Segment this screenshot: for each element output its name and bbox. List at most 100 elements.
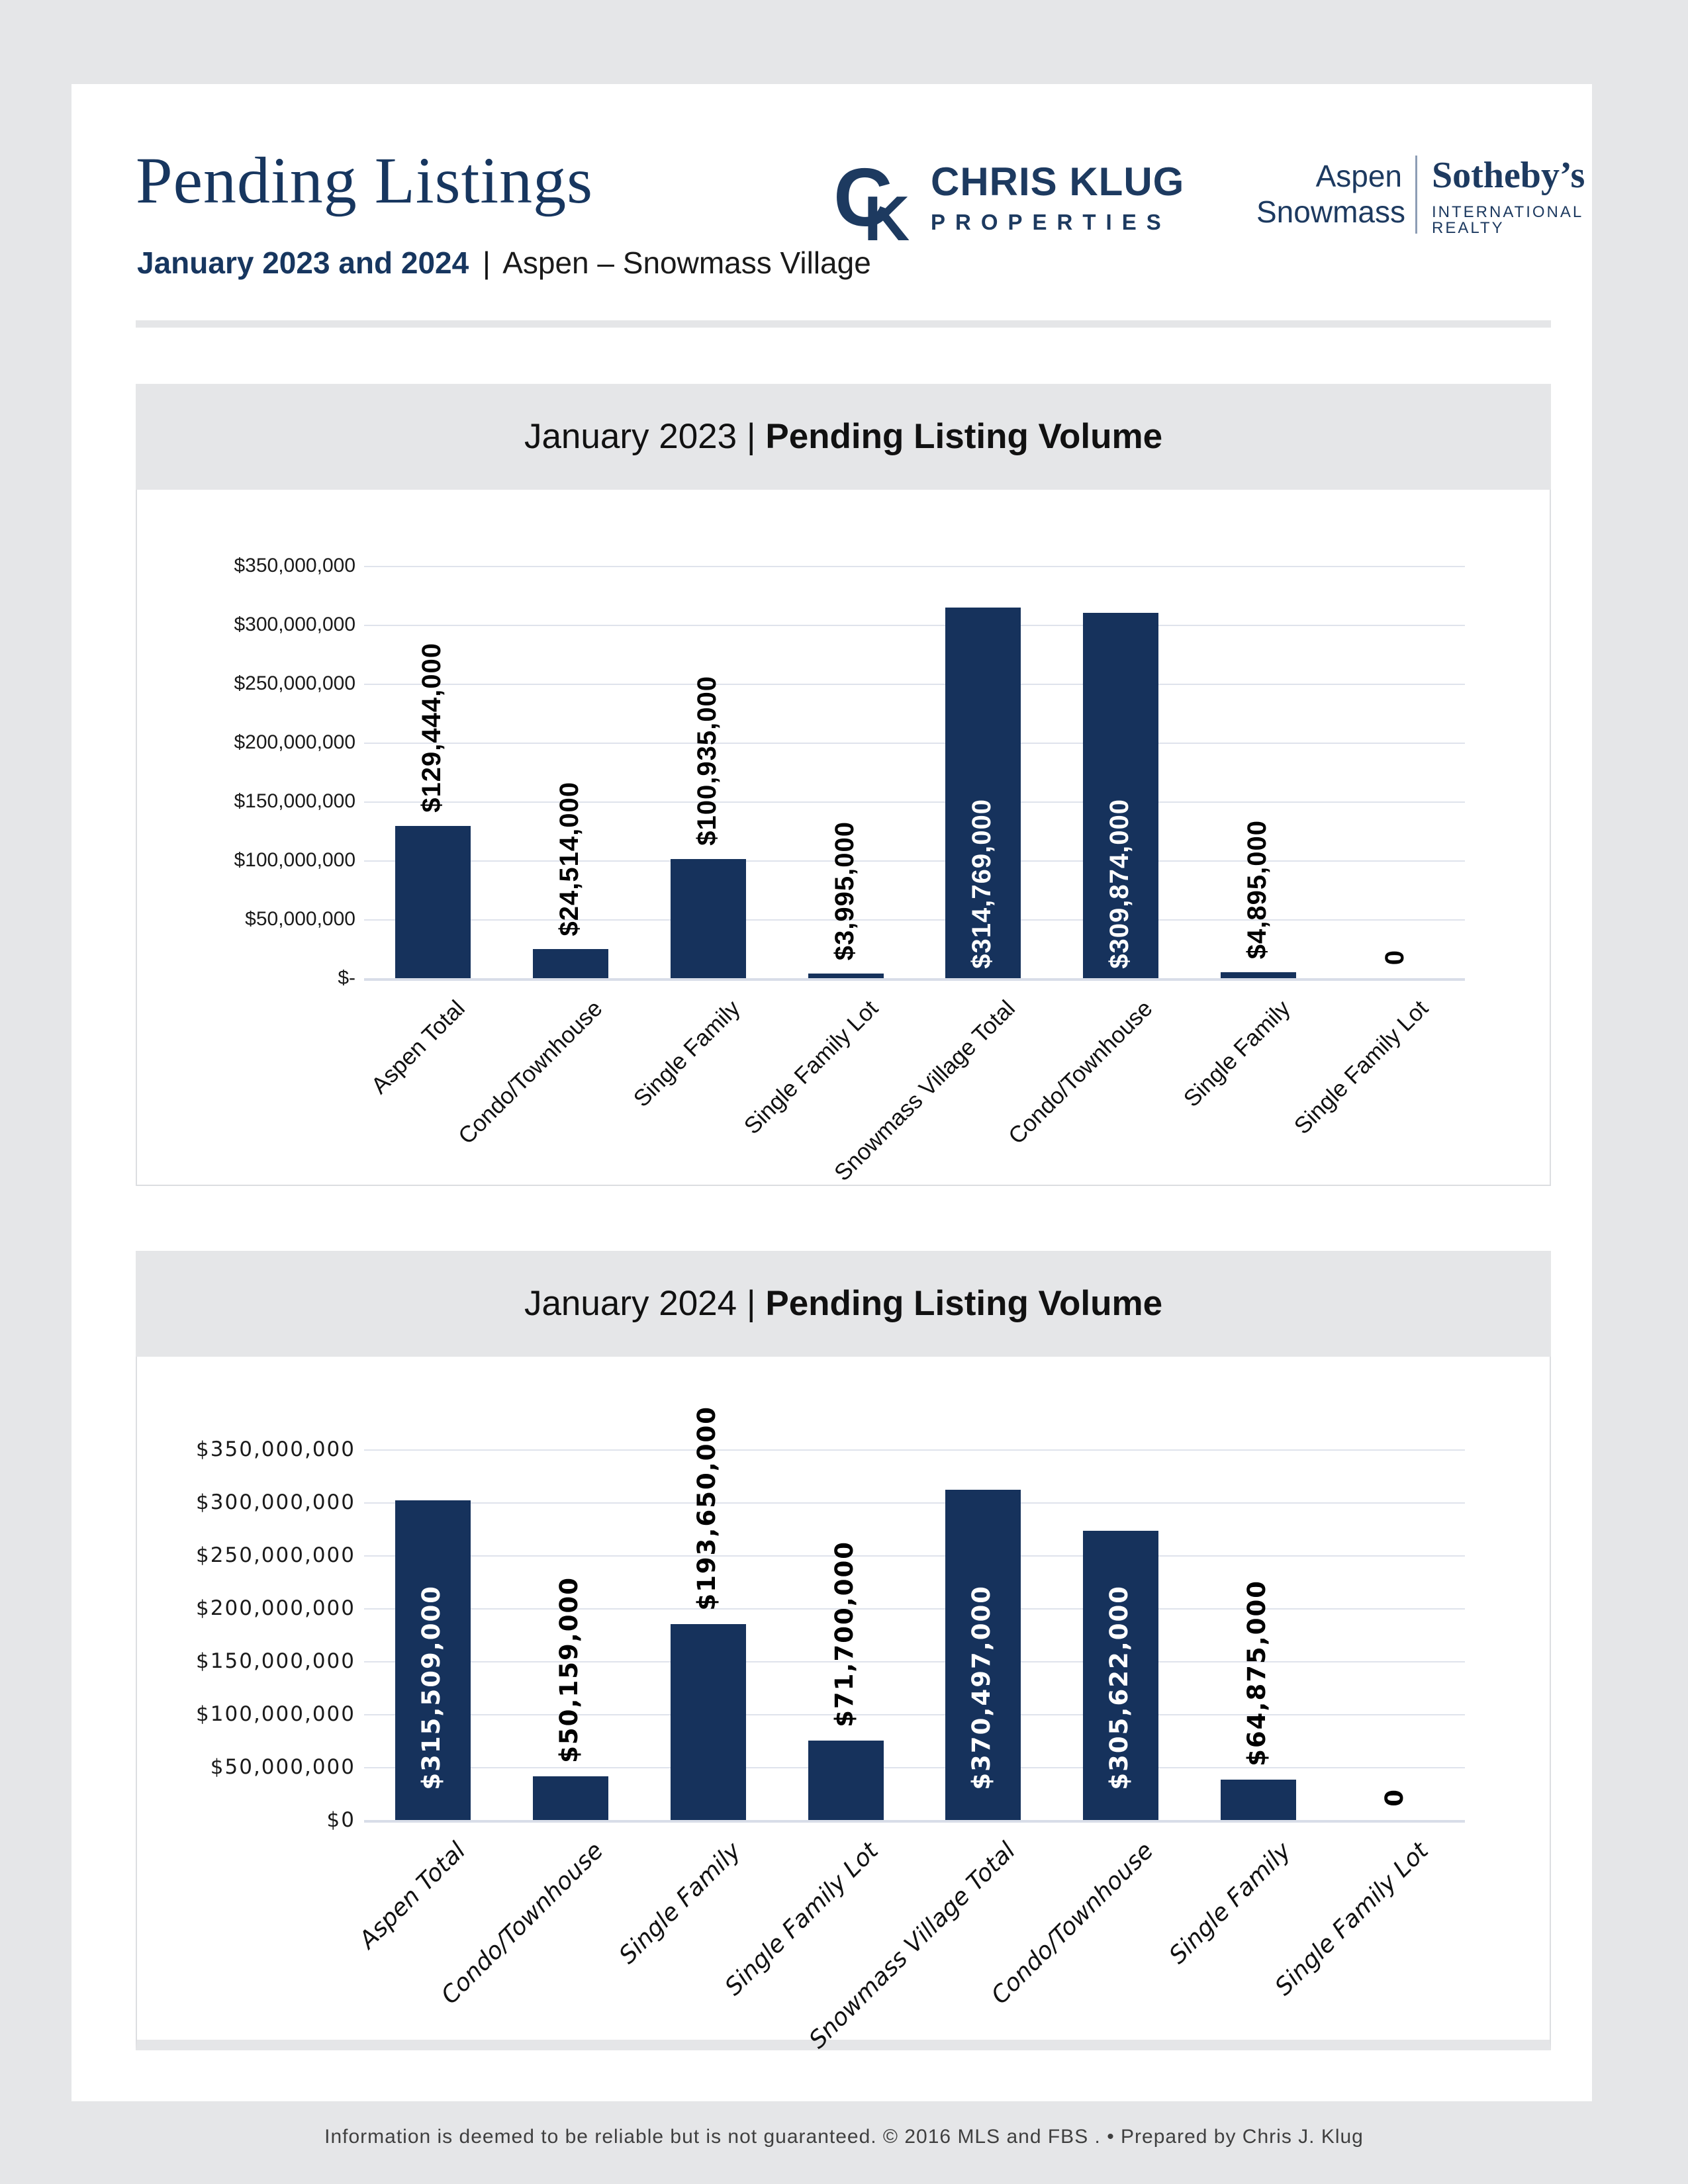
y-axis-tick-label: $50,000,000 (210, 1755, 355, 1779)
bar (671, 1624, 746, 1820)
gridline (364, 978, 1465, 981)
gridline (364, 1555, 1465, 1557)
logo-divider (1415, 156, 1417, 234)
gridline (364, 1502, 1465, 1504)
x-axis-category-text: Single Family (614, 1837, 746, 1970)
y-axis-tick-label: $200,000,000 (234, 731, 355, 753)
subtitle-separator: | (483, 246, 491, 280)
bar-value-label: $3,995,000 (830, 821, 859, 960)
y-axis-tick-label: $50,000,000 (245, 908, 355, 930)
report-subtitle: January 2023 and 2024 | Aspen – Snowmass… (137, 245, 871, 281)
bar-chart-jan-2023: $- $50,000,000 $100,000,000 $150,000,000 $20… (136, 490, 1551, 1186)
bar-value-label: $24,514,000 (555, 781, 584, 936)
resort-line1: Aspen (1315, 159, 1402, 193)
y-axis-tick-label: $100,000,000 (234, 849, 355, 871)
gridline (364, 743, 1465, 744)
resort-line2: Snowmass (1256, 195, 1405, 230)
svg-text:C: C (836, 157, 893, 243)
bar (808, 1741, 884, 1820)
bar (1083, 1531, 1158, 1820)
bar (395, 1500, 471, 1820)
subtitle-region: Aspen – Snowmass Village (502, 246, 871, 280)
x-axis-category-text: Aspen Total (366, 995, 470, 1099)
realty-subtitle: INTERNATIONAL REALTY (1432, 203, 1583, 237)
gridline (364, 684, 1465, 685)
bar-value-label: $71,700,000 (830, 1541, 859, 1727)
x-axis-category-text: Single Family Lot (720, 1837, 884, 2001)
chart-section-jan-2023: January 2023 | Pending Listing Volume $-… (136, 384, 1551, 1186)
chart-section-jan-2024: January 2024 | Pending Listing Volume $0… (136, 1251, 1551, 2054)
report-card: Pending Listings C K CHRIS KLUG PROPERTI… (71, 84, 1592, 2101)
sothebys-wordmark: Sotheby’s INTERNATIONAL REALTY (1432, 157, 1585, 236)
chart-title-jan-2023: January 2023 | Pending Listing Volume (136, 384, 1551, 490)
chart-title-jan-2024: January 2024 | Pending Listing Volume (136, 1251, 1551, 1357)
gridline (364, 1608, 1465, 1610)
bar-value-label: 0 (1380, 949, 1409, 965)
branding-row: C K CHRIS KLUG PROPERTIES Aspen Snowmass… (833, 150, 1585, 309)
page-title: Pending Listings (136, 144, 594, 217)
gridline (364, 1714, 1465, 1715)
gridline (364, 625, 1465, 626)
bar (533, 949, 608, 978)
gridline (364, 801, 1465, 803)
gridline (364, 919, 1465, 921)
aspen-snowmass-wordmark: Aspen Snowmass (1256, 158, 1405, 230)
x-axis-category-text: Single Family (1164, 1837, 1296, 1970)
y-axis-tick-label: $300,000,000 (234, 614, 355, 635)
x-axis-category-text: Single Family (628, 995, 745, 1113)
x-axis-category-text: Aspen Total (353, 1837, 471, 1954)
chart-title-period: January 2023 | (524, 417, 756, 456)
y-axis-tick-label: $200,000,000 (196, 1596, 355, 1620)
bar-value-label: $64,875,000 (1243, 1580, 1271, 1766)
chart-title-period: January 2024 | (524, 1284, 756, 1323)
bar-chart-jan-2024: $0 $50,000,000 $100,000,000 $150,000,000 $20… (136, 1357, 1551, 2054)
bar (1221, 972, 1296, 978)
y-axis-tick-label: $350,000,000 (196, 1437, 355, 1461)
x-axis-category-text: Single Family Lot (1289, 995, 1433, 1140)
x-axis-category-text: Single Family Lot (1270, 1837, 1434, 2001)
bar-value-label: $129,444,000 (417, 643, 446, 813)
y-axis-tick-label: $350,000,000 (234, 555, 355, 576)
bar (945, 608, 1021, 978)
y-axis-tick-label: $250,000,000 (234, 672, 355, 694)
bar-value-label: $305,622,000 (1105, 1585, 1133, 1790)
x-axis-category-text: Condo/Townhouse (453, 995, 608, 1150)
y-axis-tick-label: $100,000,000 (196, 1702, 355, 1726)
gridline (364, 1449, 1465, 1451)
bar-value-label: $4,895,000 (1243, 819, 1272, 959)
gridline (364, 860, 1465, 862)
x-axis-category-text: Single Family Lot (739, 995, 883, 1140)
brand-subtitle: PROPERTIES (931, 210, 1171, 234)
chart-title-metric: Pending Listing Volume (765, 417, 1163, 456)
bar (533, 1776, 608, 1820)
y-axis-tick-label: $0 (326, 1808, 355, 1832)
chris-klug-wordmark: CHRIS KLUG PROPERTIES (931, 162, 1184, 234)
x-axis-category-text: Condo/Townhouse (1003, 995, 1158, 1150)
footer-disclaimer: Information is deemed to be reliable but… (324, 2126, 1364, 2148)
bar-value-label: $370,497,000 (967, 1585, 996, 1790)
bar-value-label: $50,159,000 (555, 1576, 583, 1763)
bar (808, 974, 884, 978)
gridline (364, 566, 1465, 567)
chart-title-metric: Pending Listing Volume (765, 1284, 1163, 1323)
bar (671, 859, 746, 978)
y-axis-tick-label: $150,000,000 (234, 790, 355, 812)
y-axis-tick-label: $300,000,000 (196, 1490, 355, 1514)
gridline (364, 1820, 1465, 1823)
subtitle-period: January 2023 and 2024 (137, 246, 469, 280)
svg-text:K: K (864, 183, 910, 243)
bar-value-label: 0 (1380, 1788, 1409, 1807)
bar-value-label: $309,874,000 (1105, 799, 1134, 969)
y-axis-tick-label: $- (338, 967, 355, 989)
bar-value-label: $314,769,000 (967, 799, 996, 969)
x-axis-category-text: Single Family (1178, 995, 1295, 1113)
chris-klug-monogram-icon: C K (836, 157, 910, 243)
gridline (364, 1767, 1465, 1768)
bar-value-label: $193,650,000 (692, 1406, 721, 1611)
y-axis-tick-label: $250,000,000 (196, 1543, 355, 1567)
bar (1221, 1780, 1296, 1820)
y-axis-tick-label: $150,000,000 (196, 1649, 355, 1673)
bar (945, 1490, 1021, 1820)
bar-value-label: $315,509,000 (417, 1585, 445, 1790)
